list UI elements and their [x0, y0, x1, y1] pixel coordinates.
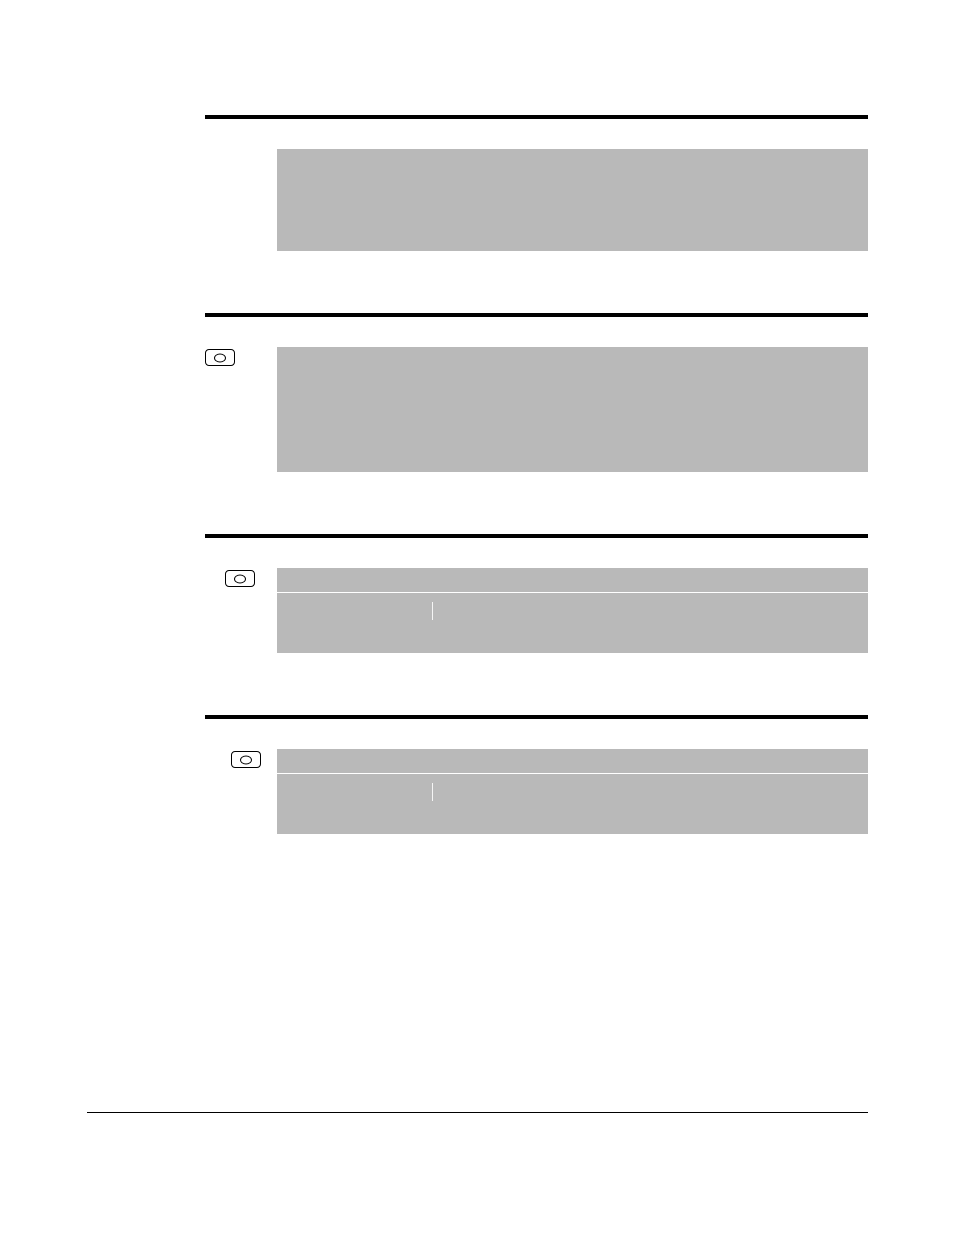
section-body [205, 749, 868, 834]
section-rule [205, 115, 868, 119]
content-box [277, 749, 868, 834]
section-1 [205, 115, 868, 251]
section-rule [205, 313, 868, 317]
section-rule [205, 534, 868, 538]
content-box [277, 149, 868, 251]
section-content-col [277, 347, 868, 472]
key-icon [225, 570, 255, 587]
section-left-col [205, 149, 277, 151]
box-header-row [277, 568, 868, 593]
section-body [205, 347, 868, 472]
page-content [205, 115, 868, 896]
section-content-col [277, 568, 868, 653]
section-left-col [205, 749, 277, 768]
section-content-col [277, 749, 868, 834]
content-box [277, 568, 868, 653]
box-body [277, 774, 868, 834]
content-box [277, 347, 868, 472]
box-body [277, 593, 868, 653]
section-2 [205, 313, 868, 472]
footer-rule [87, 1112, 868, 1113]
box-header-row [277, 749, 868, 774]
section-rule [205, 715, 868, 719]
section-content-col [277, 149, 868, 251]
section-left-col [205, 568, 277, 587]
key-icon [231, 751, 261, 768]
section-body [205, 149, 868, 251]
column-divider-tick [432, 783, 433, 801]
column-divider-tick [432, 602, 433, 620]
key-icon [205, 349, 235, 366]
section-left-col [205, 347, 277, 366]
section-4 [205, 715, 868, 834]
section-body [205, 568, 868, 653]
section-3 [205, 534, 868, 653]
